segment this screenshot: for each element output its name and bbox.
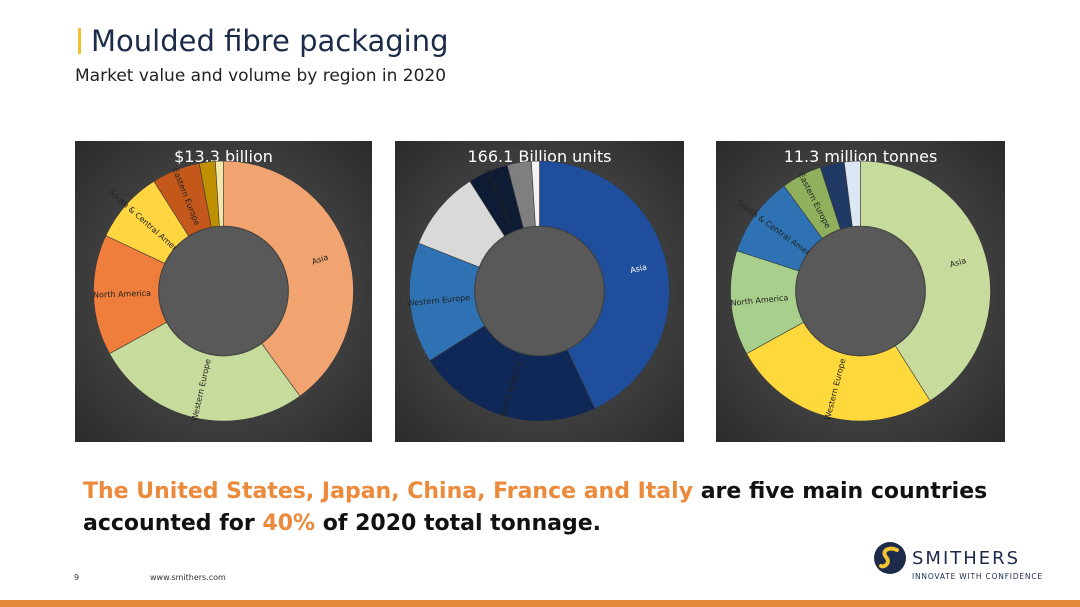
- statement-text: are five main countries: [693, 479, 988, 504]
- donut-slice: [223, 160, 354, 397]
- logo-name: SMITHERS: [912, 548, 1021, 569]
- donut-slice: [860, 160, 991, 402]
- logo-mark: [874, 542, 906, 574]
- highlight-text: 40%: [262, 511, 316, 536]
- subtitle: Market value and volume by region in 202…: [75, 66, 447, 86]
- chart-title: 166.1 Billion units: [468, 147, 612, 166]
- statement-line: The United States, Japan, China, France …: [83, 476, 987, 508]
- slice-label: Asia: [629, 263, 647, 275]
- title: Moulded fibre packaging: [78, 24, 449, 58]
- statement-text: of 2020 total tonnage.: [315, 511, 601, 536]
- chart-title: 11.3 million tonnes: [784, 147, 938, 166]
- slice-label: North America: [93, 289, 151, 300]
- page-number: 9: [74, 573, 80, 582]
- statement: The United States, Japan, China, France …: [83, 476, 987, 540]
- statement-text: accounted for: [83, 511, 263, 536]
- footer-url: www.smithers.com: [150, 573, 226, 582]
- chart-title: $13.3 billion: [174, 147, 273, 166]
- title-accent: [78, 28, 81, 54]
- donut-slice: [109, 321, 301, 422]
- donut-slice: [531, 160, 540, 227]
- statement-line: accounted for 40% of 2020 total tonnage.: [83, 508, 987, 540]
- donut-slice: [539, 160, 670, 410]
- bottom-bar: [0, 600, 1080, 607]
- donut-hole: [159, 227, 288, 355]
- logo-tagline: INNOVATE WITH CONFIDENCE: [912, 572, 1043, 581]
- highlight-text: The United States, Japan, China, France …: [83, 479, 694, 504]
- donut-slice: [746, 321, 931, 422]
- donut-hole: [475, 227, 604, 355]
- donut-slice: [215, 160, 224, 227]
- donut-slice: [843, 160, 861, 227]
- donut-hole: [796, 227, 925, 355]
- title-text: Moulded fibre packaging: [91, 24, 449, 58]
- donut-slice: [429, 325, 596, 422]
